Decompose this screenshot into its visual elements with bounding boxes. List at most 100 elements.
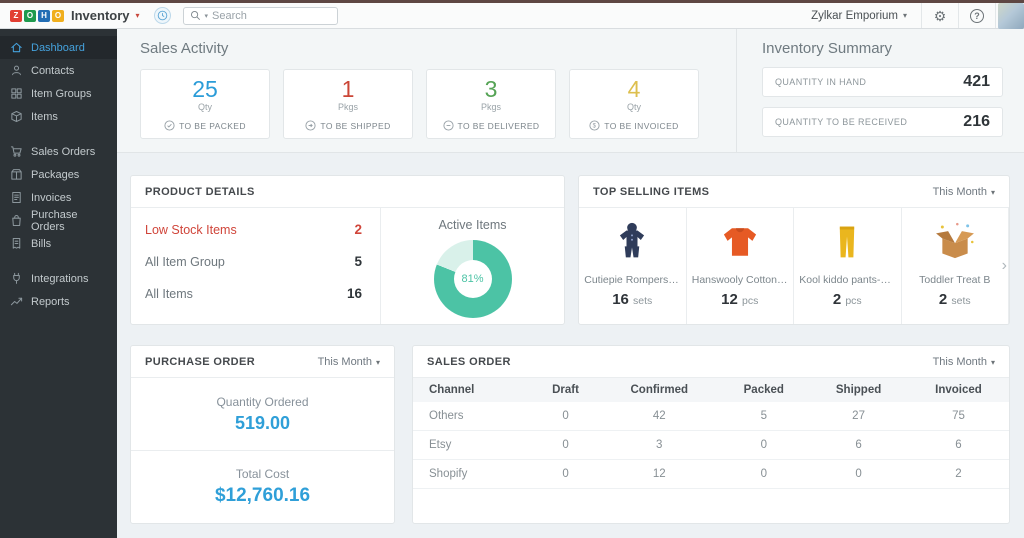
cell: 0: [531, 402, 601, 431]
plug-icon: [13, 272, 20, 284]
top-navigation-bar: Z O H O Inventory ▾ ▾ Zylkar Emporium ▾ …: [0, 2, 1024, 29]
row-label: QUANTITY TO BE RECEIVED: [775, 117, 908, 127]
item-name: Cutiepie Rompers-jet ...: [584, 274, 681, 286]
invoice-icon: [12, 191, 21, 204]
channel-cell: Shopify: [413, 459, 531, 489]
sidebar-item-integrations[interactable]: Integrations: [0, 267, 117, 290]
period-dropdown[interactable]: This Month ▾: [932, 356, 995, 368]
svg-text:$: $: [593, 124, 597, 130]
card-to-be-delivered[interactable]: 3 Pkgs TO BE DELIVERED: [426, 69, 556, 139]
sidebar-item-reports[interactable]: Reports: [0, 290, 117, 313]
carousel-next-icon[interactable]: ›: [1001, 257, 1007, 274]
all-items-row[interactable]: All Items 16: [145, 286, 362, 301]
sidebar-item-invoices[interactable]: Invoices: [0, 186, 117, 209]
card-to-be-invoiced[interactable]: 4 Qty $ TO BE INVOICED: [569, 69, 699, 139]
row-value: 2: [354, 222, 362, 237]
contacts-icon: [12, 65, 21, 76]
sidebar-item-purchase-orders[interactable]: Purchase Orders: [0, 208, 117, 233]
total-cost-label: Total Cost: [235, 466, 290, 481]
top-selling-item[interactable]: Kool kiddo pants-cow ... 2 pcs: [794, 208, 902, 324]
zoho-logo[interactable]: Z O H O Inventory ▾: [10, 8, 140, 23]
card-to-be-shipped[interactable]: 1 Pkgs TO BE SHIPPED: [283, 69, 413, 139]
cell: 0: [718, 430, 810, 460]
card-to-be-packed[interactable]: 25 Qty TO BE PACKED: [140, 69, 270, 139]
search-input[interactable]: [212, 9, 331, 22]
sales-activity-section: Sales Activity 25 Qty TO BE PACKED 1 Pkg…: [117, 29, 737, 152]
card-unit: Pkgs: [480, 102, 501, 113]
table-row[interactable]: Shopify 0 12 0 0 2: [413, 459, 1009, 489]
product-details-panel: PRODUCT DETAILS Low Stock Items 2 All It…: [130, 175, 565, 325]
total-cost-block: Total Cost $12,760.16: [131, 450, 394, 522]
period-dropdown[interactable]: This Month ▾: [317, 356, 380, 368]
sidebar-item-item-groups[interactable]: Item Groups: [0, 82, 117, 105]
sidebar-item-label: Packages: [31, 168, 80, 181]
help-button[interactable]: ?: [959, 3, 995, 28]
dashboard-panels: PRODUCT DETAILS Low Stock Items 2 All It…: [117, 153, 1024, 537]
box-image: [935, 222, 974, 259]
trend-icon: [10, 297, 23, 306]
period-dropdown[interactable]: This Month ▾: [932, 186, 995, 198]
sidebar-item-sales-orders[interactable]: Sales Orders: [0, 140, 117, 163]
arrow-circle-icon: [305, 120, 316, 131]
top-selling-item[interactable]: Toddler Treat B 2 sets: [902, 208, 1009, 324]
cart-icon: [10, 146, 22, 157]
chevron-down-icon: ▾: [990, 187, 995, 197]
quantity-in-hand-row[interactable]: QUANTITY IN HAND 421: [762, 67, 1003, 97]
search-scope-caret-icon[interactable]: ▾: [204, 12, 209, 20]
bill-icon: [12, 237, 21, 249]
sidebar-item-contacts[interactable]: Contacts: [0, 59, 117, 82]
row-value: 16: [346, 286, 362, 301]
item-unit: sets: [633, 295, 653, 307]
cell: 0: [531, 430, 601, 460]
card-label: TO BE DELIVERED: [457, 120, 540, 131]
quantity-to-be-received-row[interactable]: QUANTITY TO BE RECEIVED 216: [762, 107, 1003, 137]
active-items-donut: 81%: [433, 240, 512, 318]
app-name: Inventory: [71, 8, 130, 23]
low-stock-items-row[interactable]: Low Stock Items 2: [145, 222, 362, 237]
sidebar-item-label: Purchase Orders: [31, 208, 78, 233]
panel-title: PRODUCT DETAILS: [145, 186, 255, 198]
clock-icon: [157, 10, 167, 21]
sidebar-item-packages[interactable]: Packages: [0, 163, 117, 186]
channel-cell: Others: [413, 402, 531, 431]
panel-title: PURCHASE ORDER: [145, 356, 256, 368]
check-circle-icon: [164, 120, 175, 131]
top-selling-item[interactable]: Hanswooly Cotton cas... 12 pcs: [687, 208, 794, 324]
item-qty: 2: [938, 291, 948, 308]
row-label: Low Stock Items: [145, 222, 237, 237]
sidebar-item-label: Sales Orders: [31, 145, 96, 158]
sidebar-item-label: Integrations: [31, 272, 89, 285]
table-row[interactable]: Others 0 42 5 27 75: [413, 402, 1009, 431]
cell: 5: [718, 402, 810, 431]
all-item-group-row[interactable]: All Item Group 5: [145, 254, 362, 269]
search-icon: [190, 11, 200, 21]
item-qty: 12: [721, 291, 738, 308]
sidebar-item-items[interactable]: Items: [0, 105, 117, 128]
sidebar-navigation: Dashboard Contacts Item Groups Items Sal…: [0, 29, 117, 538]
table-row[interactable]: Etsy 0 3 0 6 6: [413, 430, 1009, 460]
sales-activity-title: Sales Activity: [140, 40, 229, 57]
logo-tile-o2: O: [52, 9, 64, 22]
row-label: All Item Group: [145, 254, 225, 269]
organization-selector[interactable]: Zylkar Emporium ▾: [797, 3, 921, 28]
sidebar-item-label: Item Groups: [31, 87, 92, 100]
cell: 2: [908, 459, 1009, 489]
item-groups-icon: [11, 88, 22, 99]
column-header: Shipped: [809, 378, 909, 402]
sidebar-group-divider: [0, 128, 117, 140]
channel-cell: Etsy: [413, 430, 531, 460]
settings-button[interactable]: ⚙: [922, 3, 958, 28]
cell: 6: [908, 430, 1009, 460]
recent-history-button[interactable]: [153, 7, 171, 24]
sweater-image: [723, 228, 756, 256]
sidebar-group-divider: [0, 255, 117, 267]
top-selling-item[interactable]: Cutiepie Rompers-jet ... 16 sets: [579, 208, 687, 324]
item-name: Kool kiddo pants-cow ...: [799, 274, 896, 286]
user-avatar[interactable]: [998, 2, 1024, 29]
minus-circle-icon: [443, 120, 454, 131]
sidebar-item-bills[interactable]: Bills: [0, 232, 117, 255]
quantity-ordered-label: Quantity Ordered: [216, 394, 309, 409]
sidebar-item-dashboard[interactable]: Dashboard: [0, 36, 117, 59]
card-unit: Qty: [626, 102, 641, 113]
cell: 75: [908, 402, 1009, 431]
